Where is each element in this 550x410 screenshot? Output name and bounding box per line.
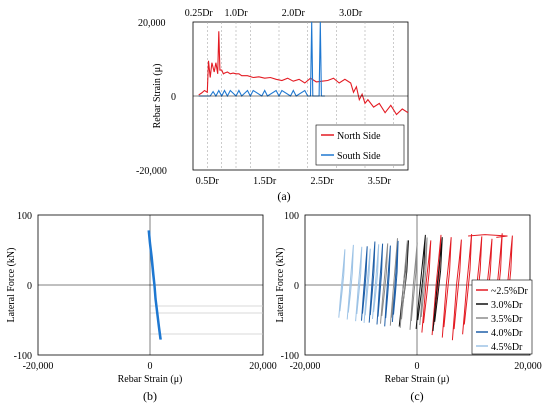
c-peak-tail xyxy=(468,234,508,238)
legend-a-box xyxy=(315,124,405,166)
c-loop-4 xyxy=(355,246,363,322)
panel-a-label: (a) xyxy=(277,189,290,203)
panel-c: ~2.5%Dr 3.0%Dr 3.5%Dr 4.0%Dr 4.5%Dr 100 0 -1… xyxy=(275,211,542,403)
legend-c: ~2.5%Dr 3.0%Dr 3.5%Dr 4.0%Dr 4.5%Dr xyxy=(471,279,533,355)
c-ytick-zero: 0 xyxy=(294,281,299,292)
b-xlabel: Rebar Strain (μ) xyxy=(118,374,183,385)
b-ylabel: Lateral Force (kN) xyxy=(6,248,17,323)
c-loop-4 xyxy=(346,244,354,320)
legend-c-label: 4.0%Dr xyxy=(491,328,523,339)
c-loop-1 xyxy=(432,237,443,332)
a-bottom-tick-label: 1.5Dr xyxy=(253,176,277,187)
c-loop-2 xyxy=(399,240,408,328)
c-ytick-top: 100 xyxy=(284,211,299,222)
b-hysteresis-line xyxy=(148,230,162,340)
a-top-tick-label: 2.0Dr xyxy=(282,8,306,19)
panel-c-label: (c) xyxy=(410,389,423,403)
panel-b: 100 0 -100 -20,000 0 20,000 Rebar Strain… xyxy=(6,211,277,403)
c-loop-0 xyxy=(451,239,462,341)
b-xtick-right: 20,000 xyxy=(249,361,277,372)
b-hysteresis-line xyxy=(148,230,162,340)
legend-north-label: North Side xyxy=(337,131,381,142)
legend-c-label: 3.5%Dr xyxy=(491,314,523,325)
legend-south-label: South Side xyxy=(337,151,381,162)
c-loop-0 xyxy=(441,237,452,338)
legend-c-label: ~2.5%Dr xyxy=(491,286,528,297)
a-ylabel: Rebar Strain (μ) xyxy=(152,64,163,129)
a-top-tick-label: 0.25Dr xyxy=(185,8,214,19)
south-side-series xyxy=(198,21,325,98)
c-ylabel: Lateral Force (kN) xyxy=(275,248,286,323)
legend-c-label: 3.0%Dr xyxy=(491,300,523,311)
legend-a: North Side South Side xyxy=(315,124,405,166)
c-loop-3 xyxy=(376,243,384,325)
c-loop-2 xyxy=(380,243,389,324)
b-ytick-top: 100 xyxy=(17,211,32,222)
c-loop-3 xyxy=(361,246,368,321)
a-top-tick-label: 3.0Dr xyxy=(339,8,363,19)
c-loop-3 xyxy=(384,245,391,327)
c-loop-0 xyxy=(462,234,473,335)
c-loop-4 xyxy=(363,248,371,323)
a-top-tick-label: 1.0Dr xyxy=(224,8,248,19)
c-loop-4 xyxy=(372,244,380,319)
a-bottom-tick-label: 0.5Dr xyxy=(196,176,220,187)
a-bottom-tick-label: 2.5Dr xyxy=(310,176,334,187)
c-loop-0 xyxy=(431,234,442,336)
c-loop-4 xyxy=(338,249,346,318)
b-ytick-zero: 0 xyxy=(27,281,32,292)
legend-c-label: 4.5%Dr xyxy=(491,342,523,353)
c-loop-3 xyxy=(368,241,376,323)
a-bottom-tick-label: 3.5Dr xyxy=(368,176,392,187)
panel-a: 20,000 0 -20,000 Rebar Strain (μ) 0.25Dr… xyxy=(136,8,409,203)
north-side-series xyxy=(198,31,409,116)
c-xtick-right: 20,000 xyxy=(514,361,542,372)
c-loop-1 xyxy=(415,234,426,329)
c-xlabel: Rebar Strain (μ) xyxy=(385,374,450,385)
c-loop-0 xyxy=(421,240,432,333)
c-loop-2 xyxy=(419,237,428,326)
b-xtick-left: -20,000 xyxy=(23,361,54,372)
a-ytick-top: 20,000 xyxy=(138,18,166,29)
c-xtick-left: -20,000 xyxy=(290,361,321,372)
c-loop-2 xyxy=(409,242,418,330)
a-ytick-zero: 0 xyxy=(171,92,176,103)
legend-c-box xyxy=(471,279,533,355)
panel-b-label: (b) xyxy=(143,389,157,403)
c-xtick-zero: 0 xyxy=(415,361,420,372)
c-ytick-bottom: -100 xyxy=(281,351,299,362)
b-ytick-bottom: -100 xyxy=(14,351,32,362)
a-ytick-bottom: -20,000 xyxy=(136,166,167,177)
b-xtick-zero: 0 xyxy=(148,361,153,372)
c-loop-3 xyxy=(391,240,399,323)
